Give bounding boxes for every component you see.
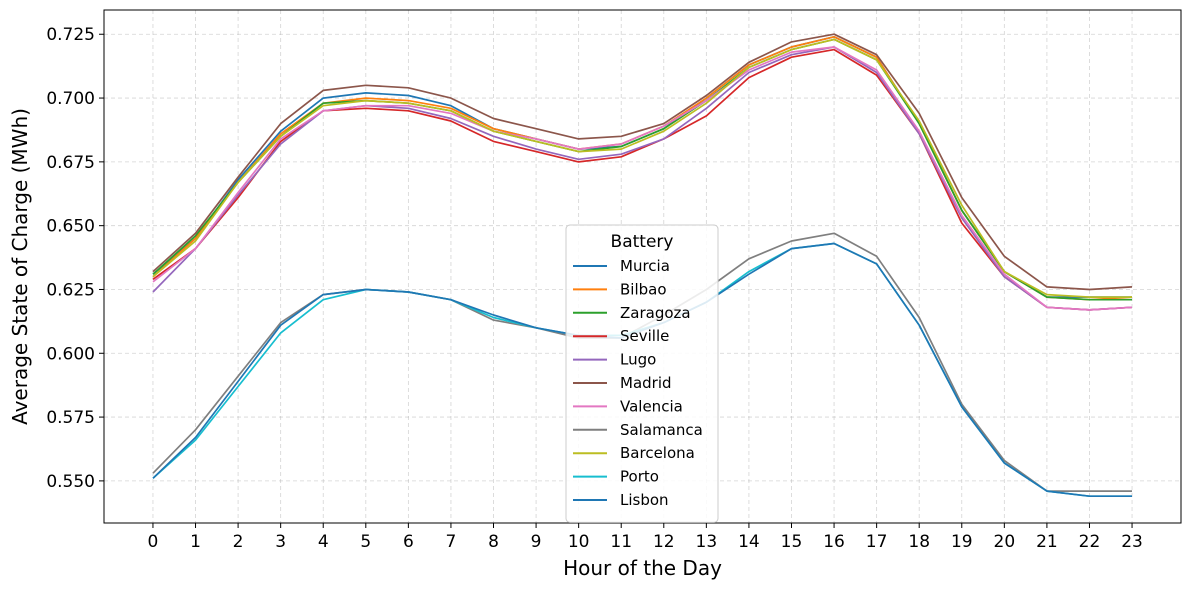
legend-label: Zaragoza [620, 304, 691, 322]
x-tick-label: 9 [531, 532, 542, 552]
x-tick-label: 1 [190, 532, 201, 552]
axis-ticks: 0 1 2 3 4 5 6 7 8 9 10 11 12 13 14 15 16 17 18 19 20 21 22 230.… [46, 25, 1143, 552]
y-tick-label: 0.700 [46, 89, 95, 109]
x-tick-label: 20 [994, 532, 1016, 552]
legend-label: Lugo [620, 351, 656, 369]
x-tick-label: 10 [568, 532, 590, 552]
x-tick-label: 18 [908, 532, 930, 552]
x-tick-label: 12 [653, 532, 675, 552]
series-line-valencia [152, 46, 1133, 311]
x-tick-label: 19 [951, 532, 973, 552]
y-tick-label: 0.725 [46, 25, 95, 45]
legend-label: Murcia [620, 257, 670, 275]
x-tick-label: 14 [738, 532, 760, 552]
x-axis-title: Hour of the Day [563, 556, 722, 580]
plot-frame [103, 9, 1182, 524]
y-tick-label: 0.575 [46, 408, 95, 428]
series-line-zaragoza [152, 38, 1132, 301]
x-tick-label: 2 [233, 532, 244, 552]
x-tick-label: 11 [610, 532, 632, 552]
x-tick-label: 4 [318, 532, 329, 552]
y-tick-label: 0.550 [46, 472, 95, 492]
x-tick-label: 13 [696, 532, 718, 552]
legend-label: Valencia [620, 397, 683, 415]
x-tick-label: 0 [148, 532, 159, 552]
x-tick-label: 17 [866, 532, 888, 552]
x-tick-label: 3 [275, 532, 286, 552]
y-axis-title: Average State of Charge (MWh) [8, 108, 32, 425]
series-line-madrid [152, 33, 1133, 291]
legend-label: Madrid [620, 374, 672, 392]
legend-entries: Murcia Bilbao Zaragoza Seville Lugo Madrid Val… [573, 257, 703, 509]
x-tick-label: 22 [1079, 532, 1101, 552]
legend-label: Seville [620, 327, 669, 345]
legend-label: Lisbon [620, 491, 669, 509]
gridlines [104, 10, 1181, 523]
y-tick-label: 0.625 [46, 280, 95, 300]
series-line-barcelona [152, 38, 1132, 298]
legend-label: Barcelona [620, 444, 695, 462]
x-tick-label: 21 [1036, 532, 1058, 552]
x-tick-label: 7 [446, 532, 457, 552]
y-tick-label: 0.650 [46, 217, 95, 237]
x-tick-label: 5 [360, 532, 371, 552]
x-tick-label: 16 [823, 532, 845, 552]
legend-title: Battery [611, 232, 674, 252]
x-tick-label: 23 [1121, 532, 1143, 552]
legend-label: Bilbao [620, 280, 667, 298]
y-tick-label: 0.600 [46, 344, 95, 364]
legend-box [565, 224, 719, 523]
legend: Battery MurciaBilbaoZaragozaSevilleLugoM… [565, 224, 719, 523]
legend-label: Salamanca [620, 421, 703, 439]
x-tick-label: 8 [488, 532, 499, 552]
x-tick-label: 15 [781, 532, 803, 552]
x-tick-label: 6 [403, 532, 414, 552]
y-tick-label: 0.675 [46, 153, 95, 173]
legend-label: Porto [620, 468, 659, 486]
